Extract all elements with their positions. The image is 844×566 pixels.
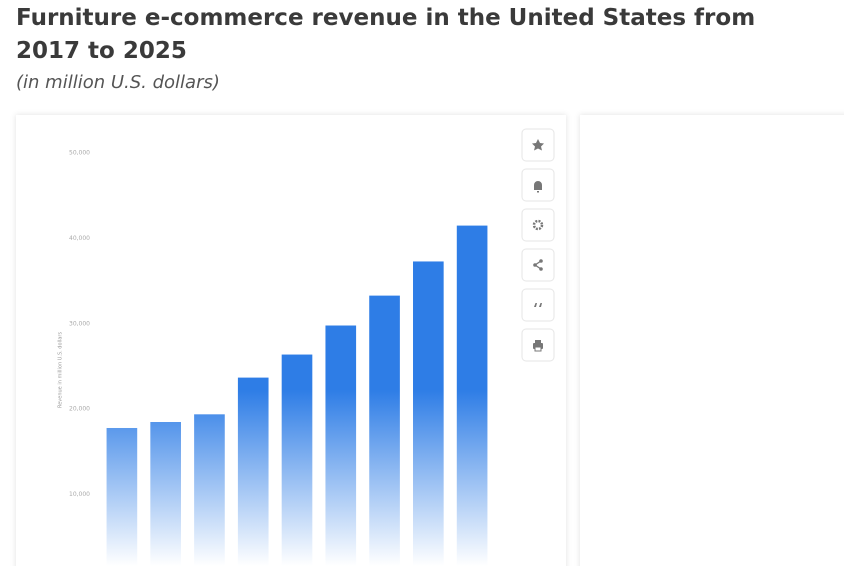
chart-title: Furniture e-commerce revenue in the Unit… xyxy=(16,5,756,64)
bar xyxy=(281,354,313,566)
bar xyxy=(456,225,488,566)
y-axis-title: Revenue in million U.S. dollars xyxy=(58,332,64,408)
bar xyxy=(106,427,138,566)
settings-button[interactable] xyxy=(521,208,555,242)
bar xyxy=(369,295,400,566)
bar xyxy=(413,261,444,566)
y-tick-label: 30,000 xyxy=(69,320,90,327)
bar xyxy=(150,422,181,566)
side-card xyxy=(580,115,844,566)
bar xyxy=(325,325,357,566)
toolbar xyxy=(521,128,555,362)
y-tick-label: 40,000 xyxy=(69,235,90,242)
favorite-button[interactable] xyxy=(521,128,555,162)
y-tick-label: 50,000 xyxy=(69,150,90,157)
alert-button[interactable] xyxy=(521,168,555,202)
print-button[interactable] xyxy=(521,328,555,362)
cite-button[interactable] xyxy=(521,288,555,322)
bar xyxy=(237,377,269,566)
share-button[interactable] xyxy=(521,248,555,282)
bar xyxy=(194,414,225,566)
chart-subtitle: (in million U.S. dollars) xyxy=(16,72,220,93)
y-tick-label: 20,000 xyxy=(69,406,90,413)
y-tick-label: 10,000 xyxy=(69,491,90,498)
